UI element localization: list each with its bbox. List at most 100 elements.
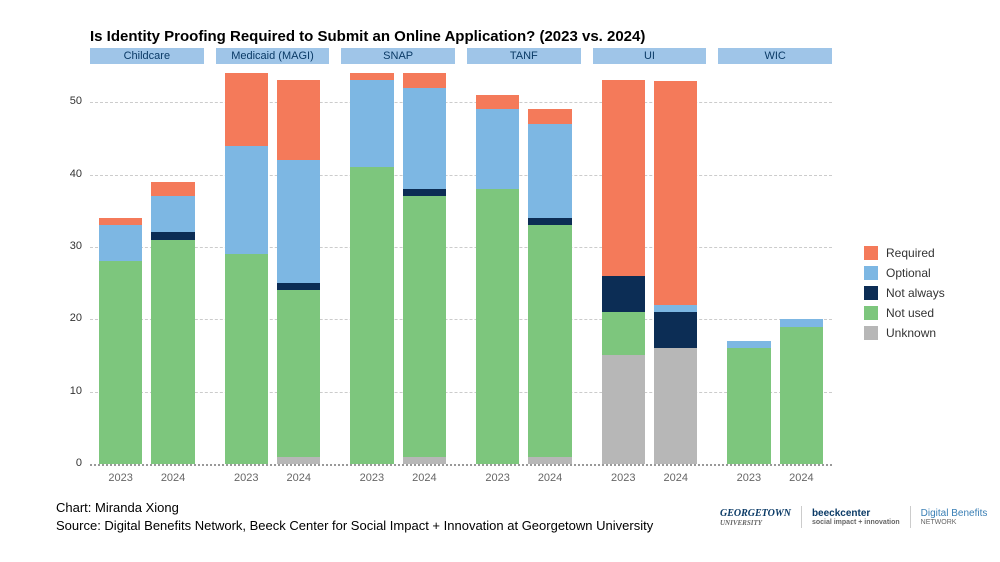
bar [151,66,194,464]
bar [780,66,823,464]
y-tick-label: 20 [58,312,82,324]
bar-segment-not_used [780,327,823,464]
bar [654,66,697,464]
bar-segment-not_used [602,312,645,355]
legend-swatch [864,286,878,300]
legend-label: Not used [886,306,934,320]
logo-beeck: beeckcentersocial impact + innovation [812,508,900,526]
bar [476,66,519,464]
bar-segment-not_used [476,189,519,464]
legend-item-required: Required [864,246,945,260]
grid-line [90,175,832,176]
legend-item-optional: Optional [864,266,945,280]
chart-credit: Chart: Miranda Xiong [56,500,179,515]
bar-segment-optional [403,88,446,189]
x-tick-label: 2024 [656,472,696,484]
bar-segment-not_always [151,232,194,239]
chart-source: Source: Digital Benefits Network, Beeck … [56,518,653,533]
y-tick-label: 30 [58,240,82,252]
panel-header: TANF [467,48,581,64]
chart-plot-area: 01020304050Childcare20232024Medicaid (MA… [90,66,832,464]
bar-segment-required [225,73,268,145]
legend-label: Optional [886,266,931,280]
footer-logos: GEORGETOWNUNIVERSITY beeckcentersocial im… [720,506,987,528]
bar-segment-required [277,80,320,160]
panel-header: Medicaid (MAGI) [216,48,330,64]
bar-segment-required [151,182,194,196]
logo-separator [801,506,802,528]
bar-segment-unknown [403,457,446,464]
bar-segment-optional [528,124,571,218]
bar-segment-optional [99,225,142,261]
bar-segment-required [654,81,697,305]
bar-segment-not_used [151,240,194,464]
bar-segment-not_used [350,167,393,464]
bar-segment-unknown [602,355,645,464]
chart-baseline [90,464,832,466]
legend-item-not_used: Not used [864,306,945,320]
legend-swatch [864,306,878,320]
x-tick-label: 2024 [279,472,319,484]
bar-segment-optional [727,341,770,348]
panel-header: WIC [718,48,832,64]
bar-segment-required [528,109,571,123]
legend-item-unknown: Unknown [864,326,945,340]
x-tick-label: 2024 [404,472,444,484]
bar-segment-not_always [602,276,645,312]
panel-header: SNAP [341,48,455,64]
bar-segment-unknown [528,457,571,464]
x-tick-label: 2024 [153,472,193,484]
bar-segment-optional [151,196,194,232]
legend-label: Unknown [886,326,936,340]
bar-segment-required [476,95,519,109]
legend-swatch [864,326,878,340]
bar-segment-required [99,218,142,225]
bar-segment-optional [780,319,823,326]
y-tick-label: 50 [58,95,82,107]
legend-item-not_always: Not always [864,286,945,300]
bar-segment-optional [476,109,519,189]
x-tick-label: 2023 [226,472,266,484]
bar [727,66,770,464]
bar-segment-optional [225,146,268,255]
bar-segment-not_used [727,348,770,464]
grid-line [90,247,832,248]
bar-segment-required [350,73,393,80]
legend-swatch [864,246,878,260]
logo-georgetown: GEORGETOWNUNIVERSITY [720,508,791,527]
x-tick-label: 2023 [352,472,392,484]
logo-separator [910,506,911,528]
bar [602,66,645,464]
bar [225,66,268,464]
x-tick-label: 2023 [478,472,518,484]
x-tick-label: 2023 [729,472,769,484]
bar [99,66,142,464]
bar-segment-not_always [528,218,571,225]
legend-label: Required [886,246,935,260]
y-tick-label: 0 [58,457,82,469]
bar-segment-unknown [277,457,320,464]
x-tick-label: 2024 [781,472,821,484]
bar-segment-not_used [225,254,268,464]
x-tick-label: 2023 [603,472,643,484]
legend: Required Optional Not always Not used Unknow… [864,246,945,346]
bar [528,66,571,464]
panel-header: Childcare [90,48,204,64]
bar-segment-not_used [277,290,320,456]
legend-swatch [864,266,878,280]
grid-line [90,392,832,393]
bar-segment-required [403,73,446,87]
bar-segment-not_used [403,196,446,457]
bar-segment-not_always [277,283,320,290]
bar-segment-optional [350,80,393,167]
bar [350,66,393,464]
y-tick-label: 40 [58,168,82,180]
y-tick-label: 10 [58,385,82,397]
grid-line [90,319,832,320]
bar-segment-not_used [528,225,571,457]
bar-segment-not_used [99,261,142,464]
legend-label: Not always [886,286,945,300]
panel-header: UI [593,48,707,64]
bar-segment-optional [277,160,320,283]
bar-segment-optional [654,305,697,312]
